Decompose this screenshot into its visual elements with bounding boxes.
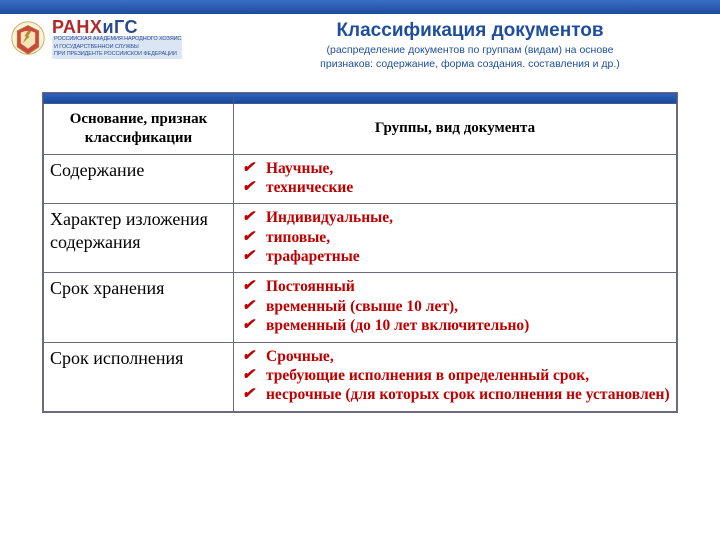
logo-sub-2: И ГОСУДАРСТВЕННОЙ СЛУЖБЫ [52, 44, 182, 52]
table-header-row: Основание, признак классификации Группы,… [44, 104, 677, 155]
list-item: технические [242, 178, 670, 197]
row-items: Научные, технические [234, 154, 677, 204]
list-item: трафаретные [242, 247, 670, 266]
row-label: Характер изложения содержания [44, 204, 234, 273]
logo-part-x: и [102, 17, 114, 37]
row-items: Индивидуальные, типовые, трафаретные [234, 204, 677, 273]
list-item: типовые, [242, 228, 670, 247]
subtitle-line-1: (распределение документов по группам (ви… [327, 44, 614, 56]
logo-sub-3: ПРИ ПРЕЗИДЕНТЕ РОССИЙСКОЙ ФЕДЕРАЦИИ [52, 51, 182, 59]
logo-part-b: ГС [114, 17, 138, 37]
header-col1-l1: Основание, признак [70, 111, 208, 127]
title-block: Классификация документов (распределение … [250, 20, 690, 71]
logo-sub-1: РОССИЙСКАЯ АКАДЕМИЯ НАРОДНОГО ХОЗЯЙСТВА [52, 36, 182, 44]
row-items: Постоянный временный (свыше 10 лет), вре… [234, 273, 677, 342]
row-items: Срочные, требующие исполнения в определе… [234, 342, 677, 411]
page-title: Классификация документов [250, 20, 690, 42]
header-col-2: Группы, вид документа [234, 104, 677, 155]
list-item: требующие исполнения в определенный срок… [242, 366, 670, 385]
table-accent-row [44, 94, 677, 104]
table-row: Срок хранения Постоянный временный (свыш… [44, 273, 677, 342]
row-label: Срок исполнения [44, 342, 234, 411]
table-row: Содержание Научные, технические [44, 154, 677, 204]
list-item: Индивидуальные, [242, 208, 670, 227]
logo: РАНХиГС РОССИЙСКАЯ АКАДЕМИЯ НАРОДНОГО ХО… [10, 18, 182, 59]
subtitle-line-2: признаков: содержание, форма создания. с… [320, 58, 620, 70]
logo-part-a: РАНХ [52, 17, 102, 37]
list-item: Срочные, [242, 347, 670, 366]
ranepa-emblem-icon [10, 20, 46, 56]
header-col1-l2: классификации [85, 130, 192, 146]
list-item: Научные, [242, 159, 670, 178]
table-row: Характер изложения содержания Индивидуал… [44, 204, 677, 273]
logo-text: РАНХиГС РОССИЙСКАЯ АКАДЕМИЯ НАРОДНОГО ХО… [52, 18, 182, 59]
list-item: временный (свыше 10 лет), [242, 297, 670, 316]
header-col-1: Основание, признак классификации [44, 104, 234, 155]
table-row: Срок исполнения Срочные, требующие испол… [44, 342, 677, 411]
row-label: Срок хранения [44, 273, 234, 342]
list-item: несрочные (для которых срок исполнения н… [242, 385, 670, 404]
list-item: Постоянный [242, 277, 670, 296]
topbar [0, 0, 720, 14]
classification-table: Основание, признак классификации Группы,… [42, 92, 678, 413]
page-subtitle: (распределение документов по группам (ви… [250, 44, 690, 71]
logo-acronym: РАНХиГС [52, 18, 182, 36]
list-item: временный (до 10 лет включительно) [242, 316, 670, 335]
row-label: Содержание [44, 154, 234, 204]
